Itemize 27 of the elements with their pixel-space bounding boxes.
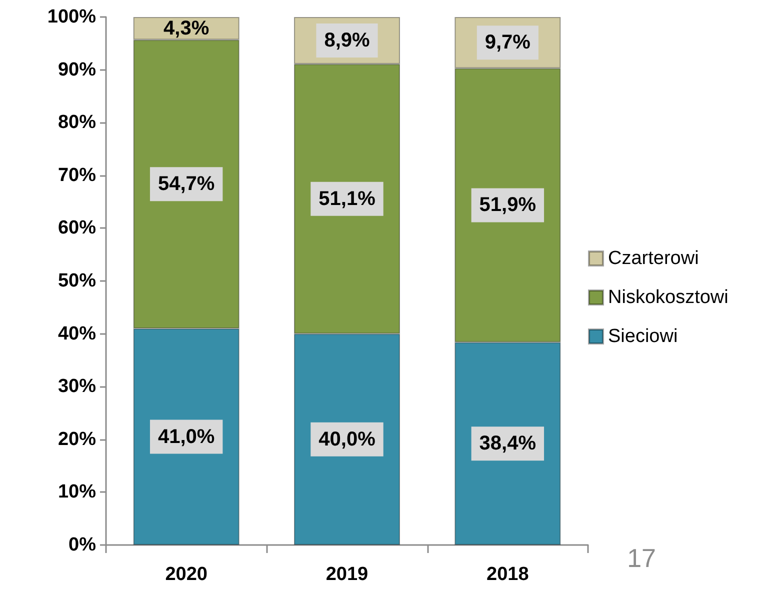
y-tick-label: 10%: [58, 482, 96, 503]
x-tick-label: 2020: [165, 564, 208, 585]
y-tick-label: 30%: [58, 376, 96, 398]
y-tick-label: 80%: [58, 112, 96, 134]
y-tick-label: 50%: [58, 270, 96, 292]
data-label: 40,0%: [318, 428, 376, 450]
data-label: 41,0%: [158, 426, 215, 448]
data-label: 51,9%: [479, 194, 536, 216]
legend-label: Sieciowi: [608, 326, 678, 347]
data-label: 51,1%: [318, 188, 376, 210]
data-label: 38,4%: [479, 432, 536, 455]
x-tick-label: 2018: [486, 564, 529, 585]
data-label: 8,9%: [324, 29, 370, 52]
y-tick-label: 100%: [47, 6, 96, 28]
y-tick-label: 40%: [58, 323, 96, 344]
data-label: 4,3%: [164, 17, 210, 40]
data-label: 9,7%: [484, 32, 531, 54]
y-tick-label: 20%: [58, 428, 96, 450]
y-tick-label: 0%: [68, 534, 96, 556]
y-tick-label: 60%: [58, 218, 96, 239]
legend-label: Czarterowi: [608, 248, 699, 269]
legend-label: Niskokosztowi: [608, 287, 728, 308]
text: 17: [627, 543, 656, 573]
x-tick-label: 2019: [326, 564, 368, 585]
data-label: 54,7%: [158, 173, 215, 196]
y-tick-label: 70%: [58, 164, 96, 186]
y-tick-label: 90%: [58, 59, 96, 80]
